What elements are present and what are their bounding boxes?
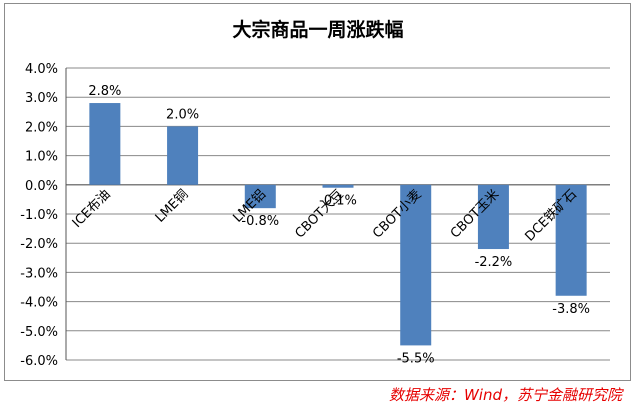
data-label: -2.2%: [475, 255, 513, 270]
chart-frame: [4, 3, 631, 381]
y-tick-label: -2.0%: [20, 237, 58, 252]
y-tick-label: 1.0%: [25, 150, 58, 165]
data-label: -5.5%: [397, 351, 435, 366]
bar: [322, 184, 354, 188]
data-label: -0.8%: [241, 214, 279, 229]
y-tick-label: -4.0%: [20, 296, 58, 311]
y-tick-label: -3.0%: [20, 266, 58, 281]
data-label: -0.1%: [319, 194, 357, 209]
data-label: 2.8%: [88, 84, 121, 99]
bar: [477, 184, 509, 250]
data-labels: 2.8% 2.0% -0.8% -0.1% -5.5% -2.2% -3.8%: [88, 84, 590, 366]
source-note: 数据来源：Wind，苏宁金融研究院: [388, 386, 622, 404]
data-label: 2.0%: [166, 107, 199, 122]
y-tick-label: -5.0%: [20, 325, 58, 340]
x-tick-label: ICE布油: [70, 187, 114, 231]
y-tick-label: -1.0%: [20, 208, 58, 223]
bar: [89, 103, 121, 185]
y-tick-label: 4.0%: [25, 62, 58, 77]
y-tick-label: -6.0%: [20, 354, 58, 369]
y-tick-label: 2.0%: [25, 120, 58, 135]
bars: [89, 103, 587, 346]
y-axis-ticks: 4.0% 3.0% 2.0% 1.0% 0.0% -1.0% -2.0% -3.0% -4.0%…: [20, 62, 58, 369]
bar: [244, 184, 276, 209]
bar: [555, 184, 587, 296]
y-tick-label: 0.0%: [25, 179, 58, 194]
gridlines: [65, 67, 610, 361]
bar: [400, 184, 432, 346]
y-tick-label: 3.0%: [25, 91, 58, 106]
bar: [167, 126, 199, 185]
data-label: -3.8%: [552, 302, 590, 317]
x-tick-label: LME铜: [153, 187, 192, 226]
chart-title: 大宗商品一周涨跌幅: [232, 18, 403, 41]
